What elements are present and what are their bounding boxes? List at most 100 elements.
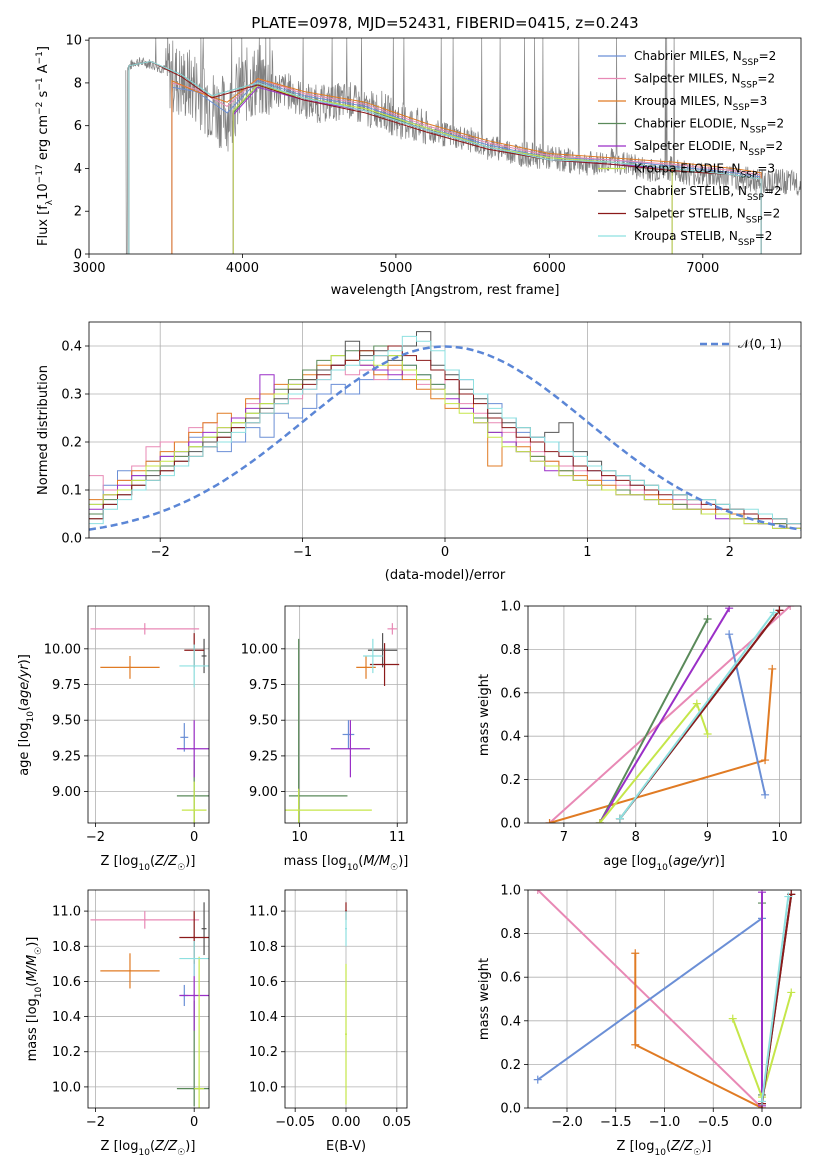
marker [758,890,766,897]
y-tick-label: 0.8 [500,643,521,658]
marker [631,949,640,958]
x-tick-label: −2 [86,1115,105,1130]
marker [725,606,734,613]
legend-entry: Salpeter ELODIE, NSSP=2 [634,139,783,158]
x-axis-label: Z [log10(Z/Z☉)] [617,1139,712,1158]
x-tick-label: 0 [190,1115,198,1130]
y-tick-label: 0.2 [500,773,521,788]
legend-entry: Chabrier STELIB, NSSP=2 [634,184,782,203]
x-tick-label: 1 [583,545,591,560]
mw-line-salpeter-elodie [598,607,731,823]
x-tick-label: −1.5 [600,1115,632,1130]
x-tick-label: −2 [86,830,105,845]
x-axis-label: Z [log10(Z/Z☉)] [101,1139,196,1158]
histogram-kroupa-elodie [89,350,801,529]
data-spectrum-line [125,38,801,254]
x-tick-label: −1.0 [649,1115,681,1130]
plot-area [90,902,209,1108]
axes-frame [87,889,210,1109]
legend-entry: Chabrier ELODIE, NSSP=2 [634,117,784,136]
axes-frame [87,605,210,824]
y-tick-label: 0.2 [61,436,82,451]
mw-line-kroupa-stelib [619,611,775,820]
axes-frame [88,321,802,539]
x-tick-label: −0.05 [275,1115,315,1130]
y-tick-label: 9.50 [52,714,81,729]
y-tick-label: 1.0 [500,600,521,615]
y-tick-label: 0.6 [500,686,521,701]
legend-entry: Kroupa MILES, NSSP=3 [634,94,767,113]
y-tick-label: 10.0 [249,1080,278,1095]
marker [595,819,604,823]
marker [787,988,796,997]
marker [761,790,770,799]
y-tick-label: 0 [74,248,82,263]
x-tick-label: 0 [441,545,449,560]
marker [545,819,554,823]
marker [615,814,624,823]
y-tick-label: 10 [65,34,82,49]
axes-frame [527,605,802,824]
chart-title: PLATE=0978, MJD=52431, FIBERID=0415, z=0… [251,14,638,32]
y-tick-label: 9.50 [249,714,278,729]
y-tick-label: 0.3 [61,388,82,403]
y-tick-label: 0.0 [61,532,82,547]
x-axis-label: mass [log10(M/M☉)] [284,854,409,873]
marker [533,1075,542,1084]
y-tick-label: 10.8 [249,940,278,955]
mw-line-salpeter-miles [548,606,791,823]
y-tick-label: 0.1 [61,484,82,499]
chart-residuals: −2 −1 0 1 2 0.0 0.1 0.2 0.3 0.4 𝒩(0, 1) [61,321,802,560]
y-tick-label: 0.8 [500,927,521,942]
mw-line-chabrier-miles [728,633,767,796]
histogram-kroupa-miles [89,359,801,529]
marker [775,606,784,615]
y-axis-label: mass [log10(M/M☉)] [25,937,44,1062]
x-tick-label: 0.0 [752,1115,773,1130]
chart-mw_vs_Z: −2.0 −1.5 −1.0 −0.5 0.0 0.0 0.2 0.4 0.6 0.8 1.0 [500,884,802,1130]
y-tick-label: 9.25 [249,749,278,764]
y-tick-label: 10.00 [44,642,81,657]
chart-age_vs_mass: 10 11 9.00 9.25 9.50 9.75 10.00 [241,605,408,845]
y-tick-label: 0.0 [500,1102,521,1117]
marker [631,1040,640,1049]
y-tick-label: 8 [74,76,82,91]
marker [728,1014,737,1023]
marker [703,615,712,624]
y-tick-label: 10.8 [52,940,81,955]
chart-age_vs_Z: −2 0 9.00 9.25 9.50 9.75 10.00 [44,605,210,845]
plot-area [345,902,347,1105]
y-tick-label: 10.0 [52,1080,81,1095]
chart-mw_vs_age: 7 8 9 10 0.0 0.2 0.4 0.6 0.8 1.0 [500,600,802,845]
x-tick-label: 5000 [379,261,412,276]
x-axis-label: wavelength [Angstrom, rest frame] [331,283,560,298]
plot-area [89,331,801,531]
x-tick-label: 10 [291,830,308,845]
marker [761,756,770,765]
plot-area [90,623,209,823]
y-axis-label: mass weight [477,958,492,1040]
chart-mass_vs_Z: −2 0 10.0 10.2 10.4 10.6 10.8 11.0 [52,889,210,1130]
legend-entry: Chabrier MILES, NSSP=2 [634,49,776,68]
plot-area [125,38,801,254]
histogram-kroupa-stelib [89,335,801,525]
marker [703,730,712,739]
y-tick-label: 2 [74,205,82,220]
y-tick-label: 11.0 [249,905,278,920]
y-axis-label: age [log10(age/yr)] [17,654,36,776]
y-tick-label: 1.0 [500,884,521,899]
x-tick-label: 7 [560,830,568,845]
y-tick-label: 10.4 [52,1010,81,1025]
y-tick-label: 0.4 [500,1014,521,1029]
y-axis-label: mass weight [477,674,492,756]
x-tick-label: −1 [293,545,312,560]
x-axis-label: Z [log10(Z/Z☉)] [101,854,196,873]
marker [725,630,734,639]
y-tick-label: 9.75 [52,678,81,693]
mw-line-kroupa-miles [634,953,763,1108]
axes-frame [284,889,408,1109]
mw-line-chabrier-miles [537,917,763,1081]
legend-entry: Kroupa ELODIE, NSSP=3 [634,162,775,181]
